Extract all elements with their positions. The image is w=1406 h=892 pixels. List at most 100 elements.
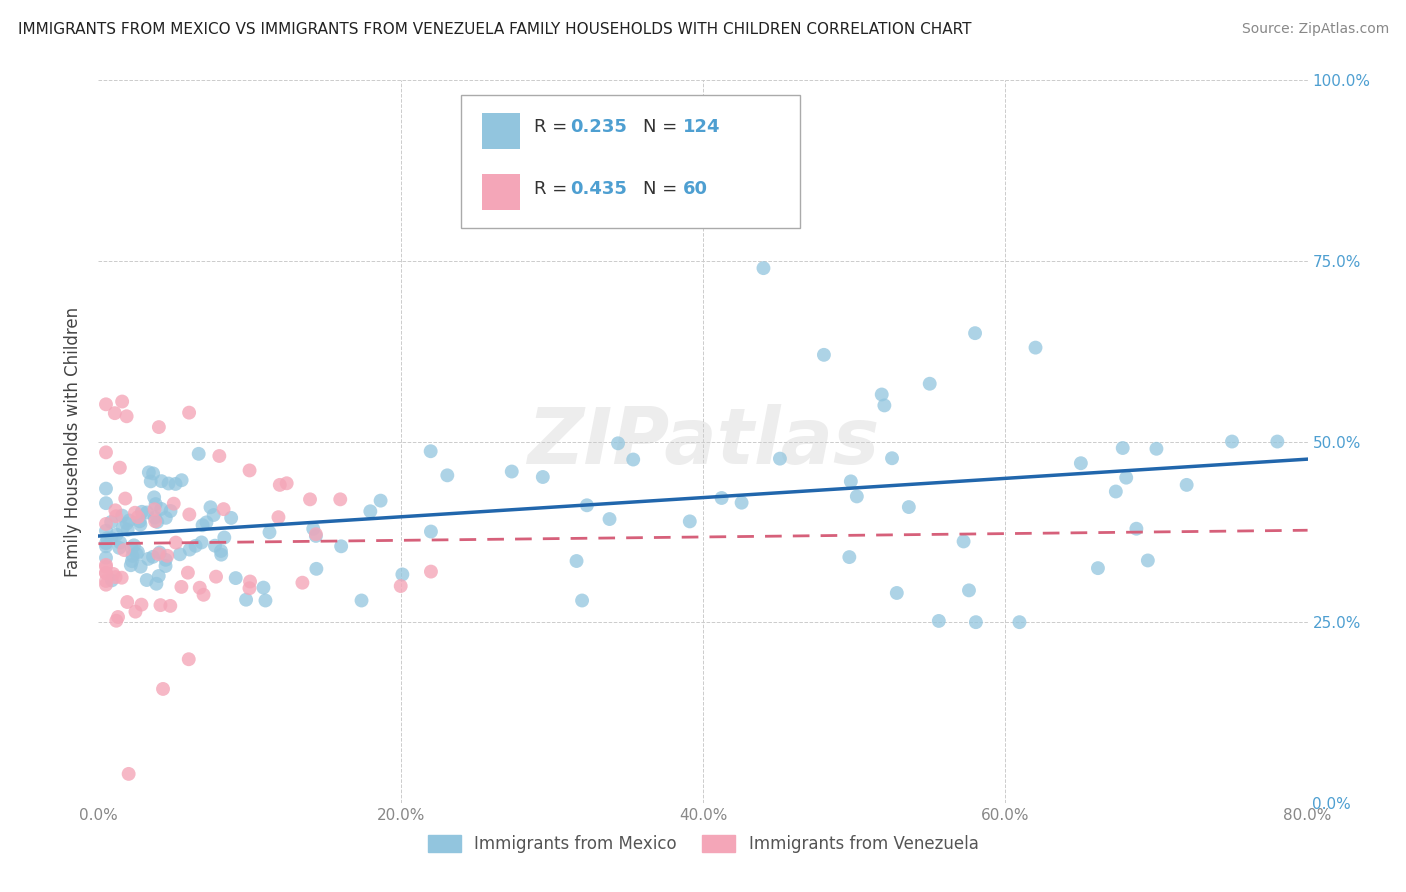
Point: [259, 525, 281, 540]
Point: [965, 326, 987, 340]
Point: [108, 460, 131, 475]
Point: [155, 511, 177, 525]
Point: [118, 513, 141, 527]
Point: [1087, 561, 1109, 575]
Point: [142, 549, 165, 564]
Point: [214, 531, 236, 545]
Point: [159, 599, 181, 613]
Text: R =: R =: [534, 119, 572, 136]
Point: [839, 475, 862, 489]
Point: [723, 196, 745, 211]
Point: [607, 436, 630, 450]
Point: [252, 581, 274, 595]
Point: [267, 510, 290, 524]
Point: [880, 451, 903, 466]
Point: [730, 496, 752, 510]
Point: [148, 547, 170, 561]
Point: [149, 598, 172, 612]
Point: [329, 492, 352, 507]
Point: [96, 531, 118, 545]
Point: [145, 497, 167, 511]
Point: [918, 376, 941, 391]
Point: [121, 549, 143, 563]
Point: [94, 566, 117, 580]
Point: [94, 558, 117, 572]
Point: [139, 475, 162, 489]
Point: [531, 470, 554, 484]
Point: [128, 514, 150, 528]
Point: [177, 566, 200, 580]
Point: [152, 681, 174, 696]
Point: [1267, 434, 1289, 449]
Point: [143, 514, 166, 528]
Point: [501, 465, 523, 479]
Point: [111, 521, 134, 535]
Point: [165, 535, 187, 549]
Text: R =: R =: [534, 179, 572, 198]
FancyBboxPatch shape: [482, 112, 520, 149]
Point: [195, 516, 218, 530]
Point: [269, 478, 291, 492]
Point: [886, 586, 908, 600]
Point: [845, 490, 868, 504]
Point: [212, 502, 235, 516]
Point: [148, 420, 170, 434]
Point: [330, 539, 353, 553]
Point: [105, 509, 128, 524]
Point: [191, 518, 214, 533]
Point: [565, 554, 588, 568]
Point: [302, 522, 325, 536]
Point: [94, 559, 117, 574]
Point: [117, 595, 139, 609]
Point: [100, 574, 122, 588]
Point: [159, 504, 181, 518]
Point: [239, 463, 262, 477]
Point: [202, 508, 225, 522]
Point: [100, 531, 122, 545]
Point: [205, 569, 228, 583]
Text: 124: 124: [682, 119, 720, 136]
Point: [599, 512, 621, 526]
Text: 0.235: 0.235: [569, 119, 627, 136]
Point: [114, 491, 136, 506]
Point: [105, 614, 128, 628]
Point: [359, 504, 381, 518]
Point: [129, 517, 152, 532]
Point: [419, 444, 441, 458]
Point: [94, 445, 117, 459]
Point: [163, 497, 186, 511]
Point: [108, 541, 131, 555]
Point: [107, 610, 129, 624]
Point: [94, 482, 117, 496]
Point: [127, 545, 149, 559]
Point: [190, 535, 212, 549]
Point: [200, 500, 222, 515]
Point: [115, 409, 138, 424]
Point: [177, 652, 200, 666]
Y-axis label: Family Households with Children: Family Households with Children: [65, 307, 83, 576]
Point: [710, 491, 733, 505]
Point: [873, 398, 896, 412]
Point: [219, 511, 242, 525]
Point: [1220, 434, 1243, 449]
Point: [143, 510, 166, 524]
Point: [115, 516, 138, 531]
Point: [131, 598, 153, 612]
Point: [389, 579, 412, 593]
Point: [129, 559, 152, 574]
Point: [179, 406, 201, 420]
Point: [838, 550, 860, 565]
Point: [1008, 615, 1031, 630]
Text: Source: ZipAtlas.com: Source: ZipAtlas.com: [1241, 22, 1389, 37]
Point: [420, 524, 443, 539]
Point: [124, 506, 146, 520]
Point: [156, 549, 179, 563]
FancyBboxPatch shape: [482, 174, 520, 211]
Point: [870, 387, 893, 401]
Point: [143, 491, 166, 505]
Point: [94, 397, 117, 411]
Point: [305, 562, 328, 576]
Point: [105, 527, 128, 541]
Point: [122, 538, 145, 552]
Point: [813, 348, 835, 362]
